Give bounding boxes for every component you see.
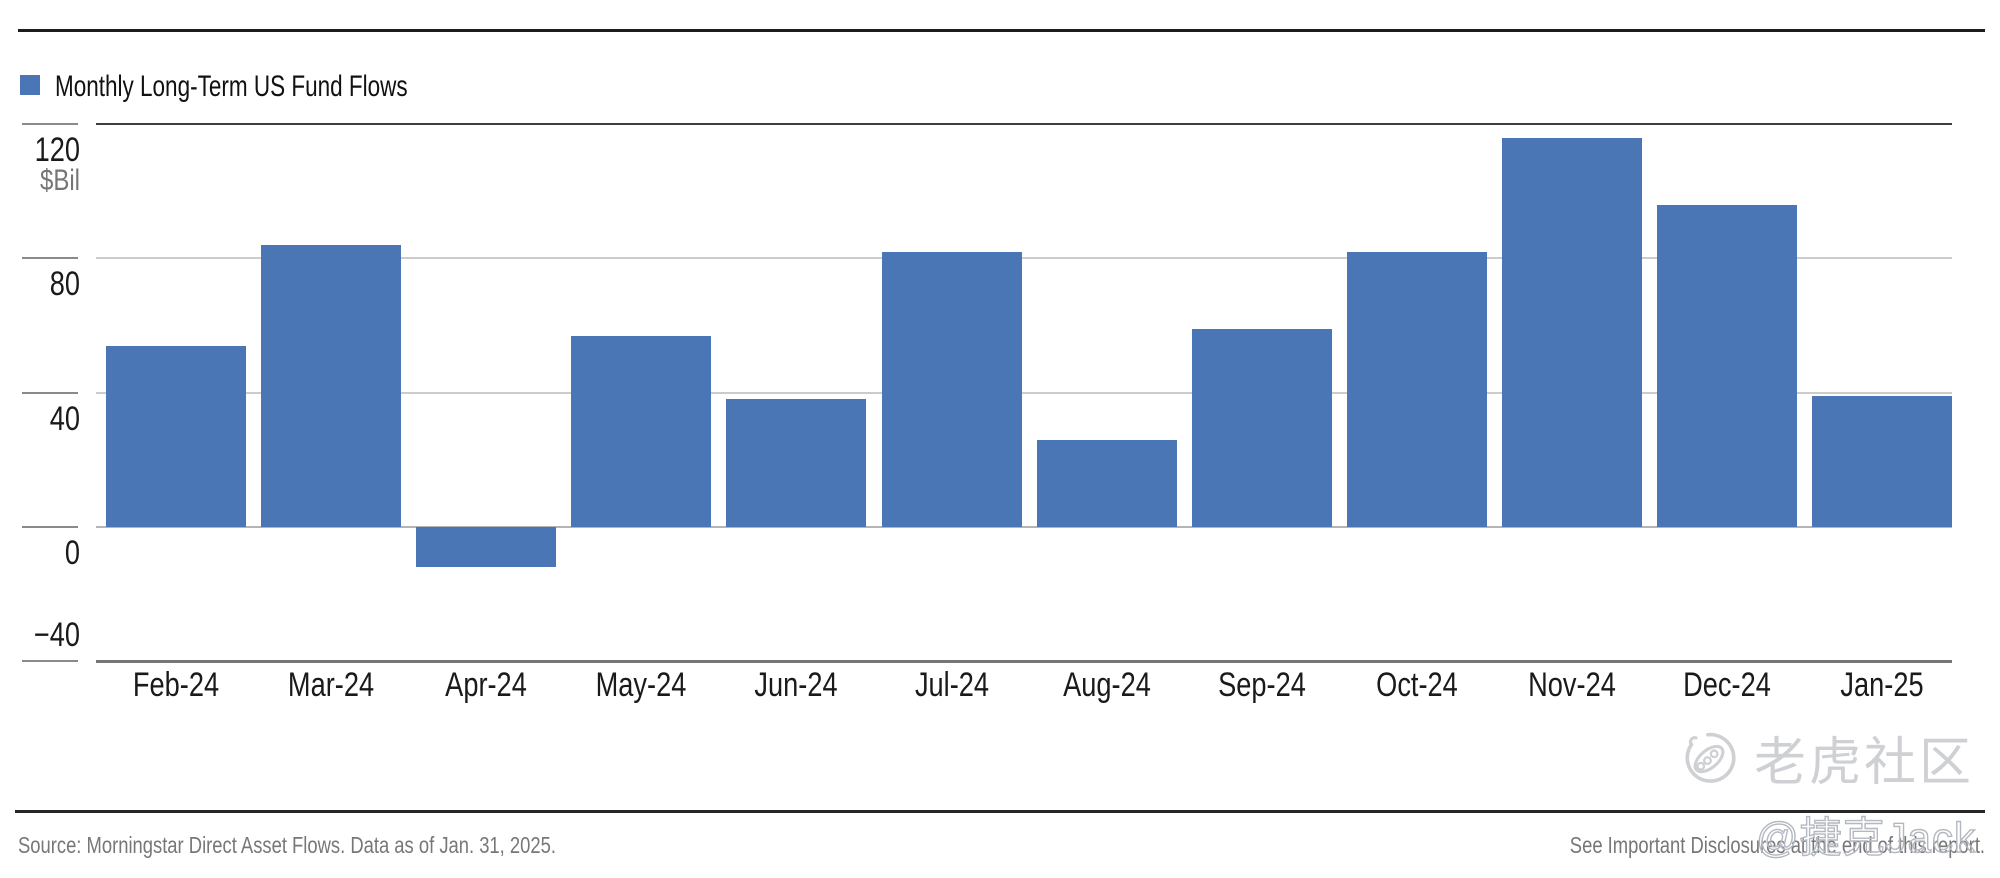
gridline-0 [96, 526, 1952, 528]
bar-jun-24 [726, 399, 867, 527]
source-note: Source: Morningstar Direct Asset Flows. … [18, 832, 556, 858]
y-tick-label--40: −40 [33, 616, 80, 655]
y-tick-120 [22, 123, 78, 126]
y-tick-80 [22, 257, 78, 260]
y-tick--40 [22, 660, 78, 663]
disclosure-note: See Important Disclosures at the end of … [1569, 832, 1985, 858]
tiger-community-wordmark: 老虎社区 [1754, 734, 1975, 792]
bar-feb-24 [106, 345, 246, 527]
gridline-120 [96, 123, 1952, 126]
y-tick-0 [22, 526, 78, 528]
bar-jan-25 [1812, 396, 1953, 527]
y-tick-label-120: 120 [34, 131, 80, 170]
bar-apr-24 [416, 527, 557, 568]
bar-jul-24 [881, 251, 1022, 527]
bar-sep-24 [1191, 328, 1332, 527]
x-label-nov-24: Nov-24 [1528, 666, 1616, 704]
bar-dec-24 [1657, 204, 1797, 527]
x-label-jun-24: Jun-24 [754, 666, 838, 704]
bar-nov-24 [1501, 137, 1642, 527]
x-label-apr-24: Apr-24 [445, 666, 528, 704]
x-label-dec-24: Dec-24 [1683, 666, 1771, 704]
legend-color-swatch [20, 75, 40, 95]
y-tick-label-40: 40 [49, 399, 80, 438]
y-axis-unit-label: $Bil [39, 164, 80, 198]
bar-oct-24 [1346, 251, 1487, 527]
x-label-jan-25: Jan-25 [1840, 666, 1924, 704]
x-label-feb-24: Feb-24 [132, 666, 220, 704]
top-divider [18, 29, 1985, 32]
tiger-community-logo: 老虎社区 [1678, 720, 1974, 795]
x-label-jul-24: Jul-24 [914, 666, 989, 704]
x-label-aug-24: Aug-24 [1062, 666, 1151, 704]
chart-title: Monthly Long-Term US Fund Flows [55, 70, 408, 103]
bar-aug-24 [1036, 439, 1177, 527]
gridline-40 [96, 391, 1952, 394]
watermark-handle: @捷克Jack [1755, 813, 1976, 861]
bar-may-24 [571, 335, 712, 527]
gridline--40 [96, 660, 1952, 664]
footer-divider [15, 810, 1985, 813]
x-label-sep-24: Sep-24 [1217, 666, 1306, 704]
y-tick-label-0: 0 [64, 534, 80, 572]
y-tick-40 [22, 391, 78, 394]
gridline-80 [96, 257, 1952, 260]
x-label-mar-24: Mar-24 [288, 666, 375, 704]
y-tick-label-80: 80 [49, 265, 80, 304]
bar-mar-24 [261, 244, 402, 527]
tiger-community-icon [1685, 732, 1736, 783]
x-label-may-24: May-24 [595, 666, 687, 704]
x-label-oct-24: Oct-24 [1375, 666, 1458, 704]
